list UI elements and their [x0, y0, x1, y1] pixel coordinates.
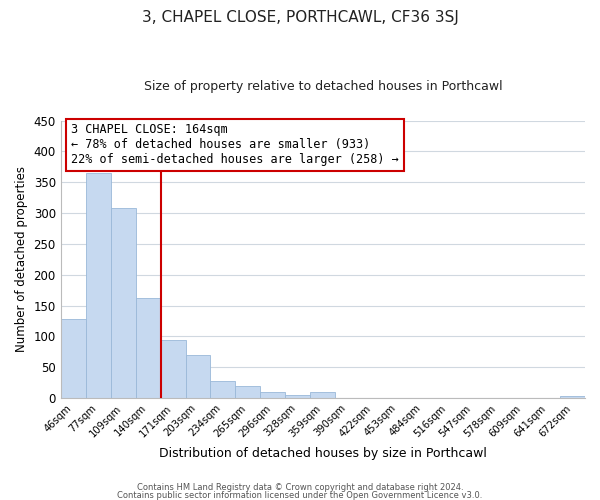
Bar [560, 396, 585, 398]
Bar [260, 392, 286, 398]
Text: 3 CHAPEL CLOSE: 164sqm
← 78% of detached houses are smaller (933)
22% of semi-de: 3 CHAPEL CLOSE: 164sqm ← 78% of detached… [71, 124, 399, 166]
Bar [61, 319, 86, 398]
X-axis label: Distribution of detached houses by size in Porthcawl: Distribution of detached houses by size … [159, 447, 487, 460]
Bar [136, 298, 161, 398]
Bar [161, 340, 185, 398]
Title: Size of property relative to detached houses in Porthcawl: Size of property relative to detached ho… [143, 80, 502, 93]
Bar [286, 395, 310, 398]
Bar [310, 392, 335, 398]
Bar [235, 386, 260, 398]
Y-axis label: Number of detached properties: Number of detached properties [15, 166, 28, 352]
Bar [211, 381, 235, 398]
Bar [185, 355, 211, 398]
Text: 3, CHAPEL CLOSE, PORTHCAWL, CF36 3SJ: 3, CHAPEL CLOSE, PORTHCAWL, CF36 3SJ [142, 10, 458, 25]
Bar [86, 173, 110, 398]
Bar [110, 208, 136, 398]
Text: Contains public sector information licensed under the Open Government Licence v3: Contains public sector information licen… [118, 490, 482, 500]
Text: Contains HM Land Registry data © Crown copyright and database right 2024.: Contains HM Land Registry data © Crown c… [137, 484, 463, 492]
